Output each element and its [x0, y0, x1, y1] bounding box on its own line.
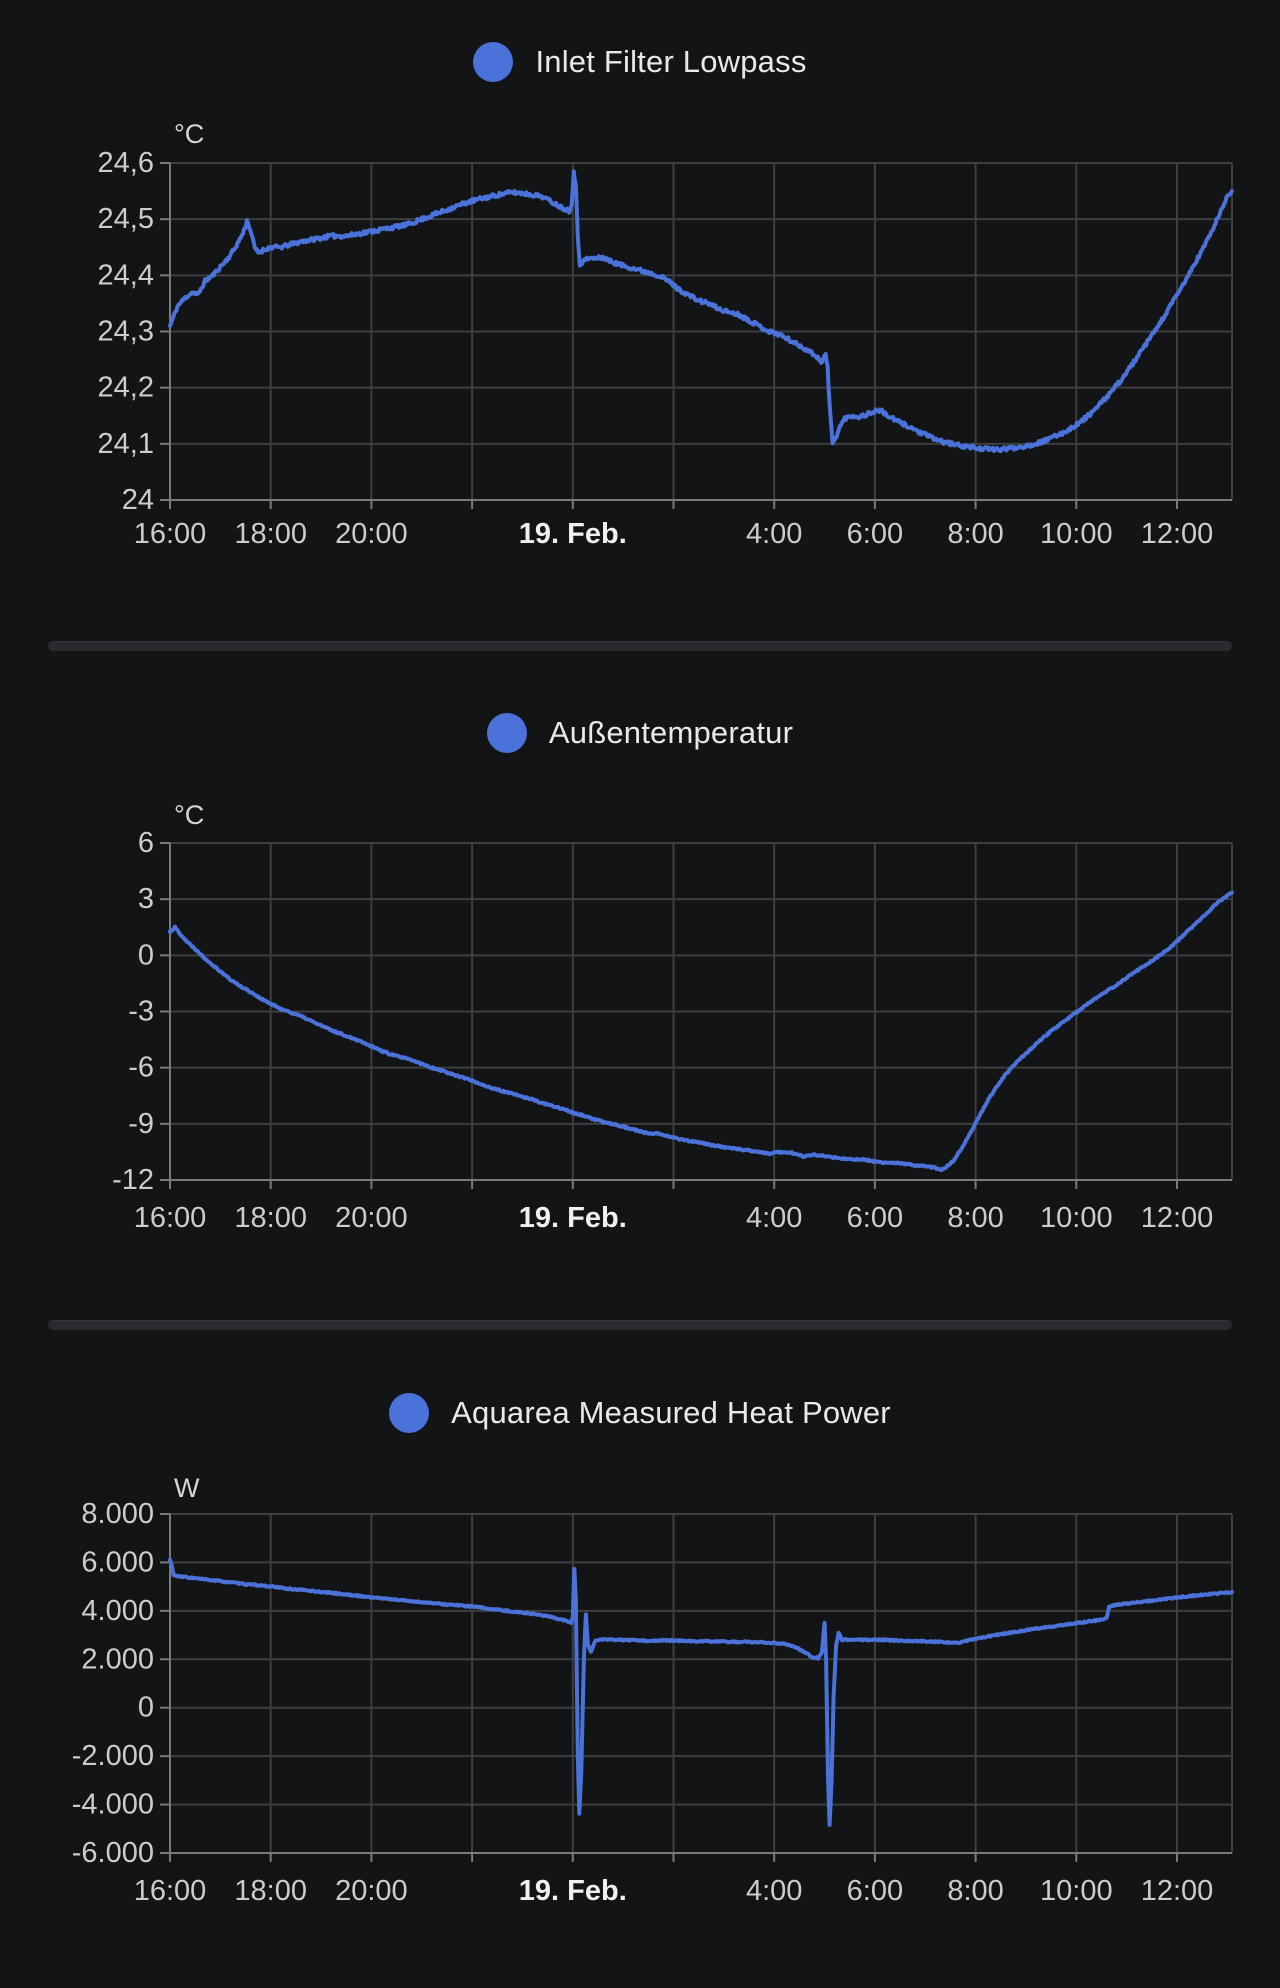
y-axis-label: 24	[122, 484, 154, 516]
y-axis-label: 24,2	[98, 372, 154, 404]
x-axis-label: 6:00	[847, 1875, 903, 1907]
x-axis-label: 16:00	[134, 1202, 207, 1234]
x-axis-label: 12:00	[1141, 1875, 1214, 1907]
x-axis-label: 16:00	[134, 1875, 207, 1907]
y-axis-label: -4.000	[72, 1789, 154, 1821]
x-axis-label: 6:00	[847, 1202, 903, 1234]
x-axis-label: 8:00	[947, 1875, 1003, 1907]
legend-inlet-filter-lowpass[interactable]: Inlet Filter Lowpass	[0, 38, 1280, 86]
legend-aquarea-measured-heat-power[interactable]: Aquarea Measured Heat Power	[0, 1389, 1280, 1437]
y-axis-label: -9	[128, 1108, 154, 1140]
x-axis-label: 10:00	[1040, 518, 1113, 550]
x-axis-label: 18:00	[234, 1875, 307, 1907]
y-axis-label: 24,5	[98, 203, 154, 235]
y-axis-label: 6.000	[81, 1546, 154, 1578]
x-axis-label: 18:00	[234, 1202, 307, 1234]
y-axis-label: -6.000	[72, 1837, 154, 1869]
section-divider	[48, 1320, 1232, 1330]
x-axis-label: 8:00	[947, 518, 1003, 550]
legend-circle-icon	[473, 42, 514, 82]
x-axis-label: 20:00	[335, 1202, 408, 1234]
y-axis-label: 24,1	[98, 428, 154, 460]
y-axis-label: 2.000	[81, 1643, 154, 1675]
x-axis-date-label: 19. Feb.	[519, 518, 627, 550]
y-axis-label: 4.000	[81, 1595, 154, 1627]
x-axis-date-label: 19. Feb.	[519, 1202, 627, 1234]
x-axis-label: 12:00	[1141, 1202, 1214, 1234]
x-axis-label: 4:00	[746, 1202, 802, 1234]
chart-title: Inlet Filter Lowpass	[535, 44, 807, 79]
y-axis-label: -12	[112, 1164, 154, 1196]
y-axis-label: -2.000	[72, 1740, 154, 1772]
y-axis-label: 24,6	[98, 147, 154, 179]
series-line	[168, 890, 1234, 1172]
x-axis-label: 8:00	[947, 1202, 1003, 1234]
chart-plot-area[interactable]: 8.000 6.000 4.000 2.000 0 -2.000 -4.000 -6.000 1…	[72, 1498, 1234, 1907]
legend-aussentemperatur[interactable]: Außentemperatur	[0, 709, 1280, 757]
y-axis-label: 3	[138, 883, 154, 915]
y-axis-unit-label: °C	[174, 800, 205, 830]
series-line	[168, 1557, 1234, 1827]
chart-plot-area[interactable]: 6 3 0 -3 -6 -9 -12 16:00 18:00 20:00 19. Feb. 4:00 6…	[112, 827, 1234, 1234]
y-axis-label: -6	[128, 1052, 154, 1084]
y-axis-label: 6	[138, 827, 154, 859]
y-axis-label: 0	[138, 939, 154, 971]
chart-title: Außentemperatur	[548, 715, 794, 750]
y-axis-label: -3	[128, 996, 154, 1028]
x-axis-label: 12:00	[1141, 518, 1214, 550]
legend-circle-icon	[389, 1393, 430, 1433]
chart-title: Aquarea Measured Heat Power	[451, 1395, 891, 1430]
x-axis-date-label: 19. Feb.	[519, 1875, 627, 1907]
x-axis-label: 6:00	[847, 518, 903, 550]
legend-circle-icon	[486, 713, 527, 753]
x-axis-label: 18:00	[234, 518, 307, 550]
x-axis-label: 20:00	[335, 1875, 408, 1907]
x-axis-label: 10:00	[1040, 1202, 1113, 1234]
x-axis-label: 4:00	[746, 1875, 802, 1907]
x-axis-label: 20:00	[335, 518, 408, 550]
x-axis-label: 4:00	[746, 518, 802, 550]
y-axis-label: 24,3	[98, 316, 154, 348]
series-line	[168, 169, 1234, 454]
x-axis-label: 16:00	[134, 518, 207, 550]
y-axis-unit-label: W	[174, 1473, 200, 1503]
y-axis-label: 0	[138, 1692, 154, 1724]
y-axis-label: 8.000	[81, 1498, 154, 1530]
section-divider	[48, 641, 1232, 651]
x-axis-label: 10:00	[1040, 1875, 1113, 1907]
y-axis-label: 24,4	[98, 259, 154, 291]
y-axis-unit-label: °C	[174, 119, 205, 149]
